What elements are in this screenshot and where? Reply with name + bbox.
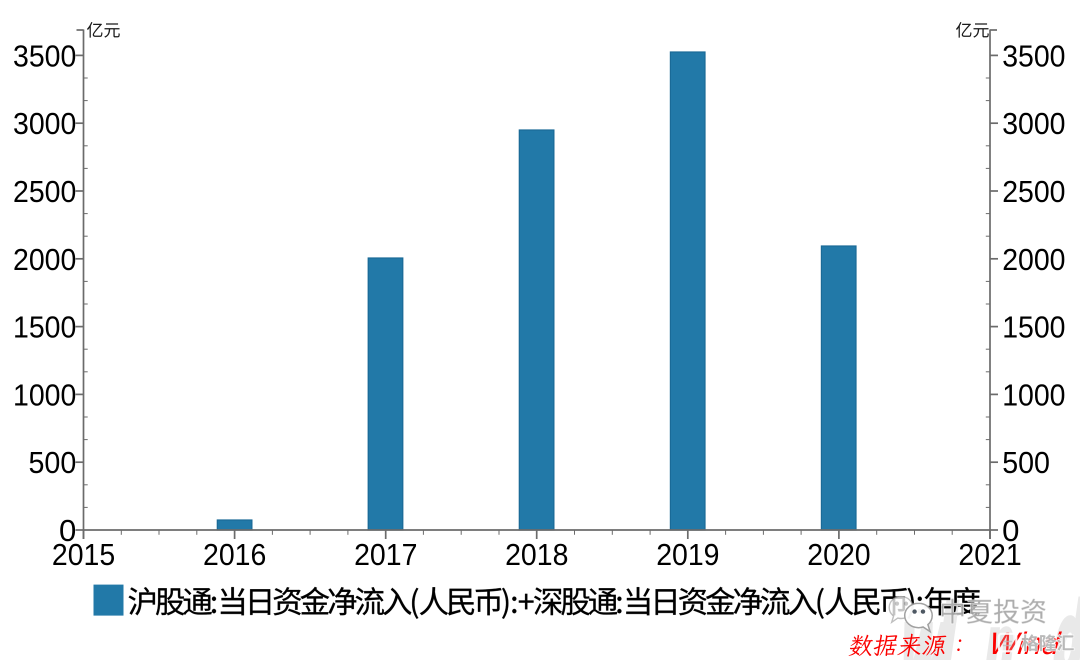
svg-text:2015: 2015 [52,537,115,572]
svg-text:2018: 2018 [505,537,568,572]
svg-text:2500: 2500 [13,174,76,209]
svg-text:500: 500 [29,445,77,480]
svg-text:3500: 3500 [1002,38,1065,73]
svg-text:3500: 3500 [13,38,76,73]
svg-text:2020: 2020 [807,537,870,572]
svg-text:2500: 2500 [1002,174,1065,209]
svg-text:1000: 1000 [1002,377,1065,412]
svg-text:2021: 2021 [958,537,1021,572]
svg-text:1000: 1000 [13,377,76,412]
svg-text:0: 0 [59,513,76,548]
svg-text:1500: 1500 [13,310,76,345]
svg-text:2017: 2017 [354,537,417,572]
svg-text:3000: 3000 [1002,106,1065,141]
svg-text:2019: 2019 [656,537,719,572]
svg-text:2016: 2016 [203,537,266,572]
svg-text:0: 0 [1002,513,1019,548]
svg-text:500: 500 [1002,445,1050,480]
svg-text:2000: 2000 [1002,242,1065,277]
svg-text:1500: 1500 [1002,310,1065,345]
svg-text:3000: 3000 [13,106,76,141]
svg-text:2000: 2000 [13,242,76,277]
